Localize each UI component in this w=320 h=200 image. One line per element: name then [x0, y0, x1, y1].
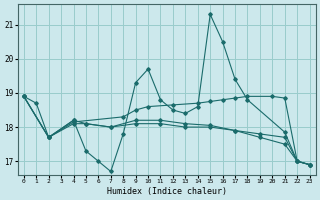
X-axis label: Humidex (Indice chaleur): Humidex (Indice chaleur) — [107, 187, 227, 196]
